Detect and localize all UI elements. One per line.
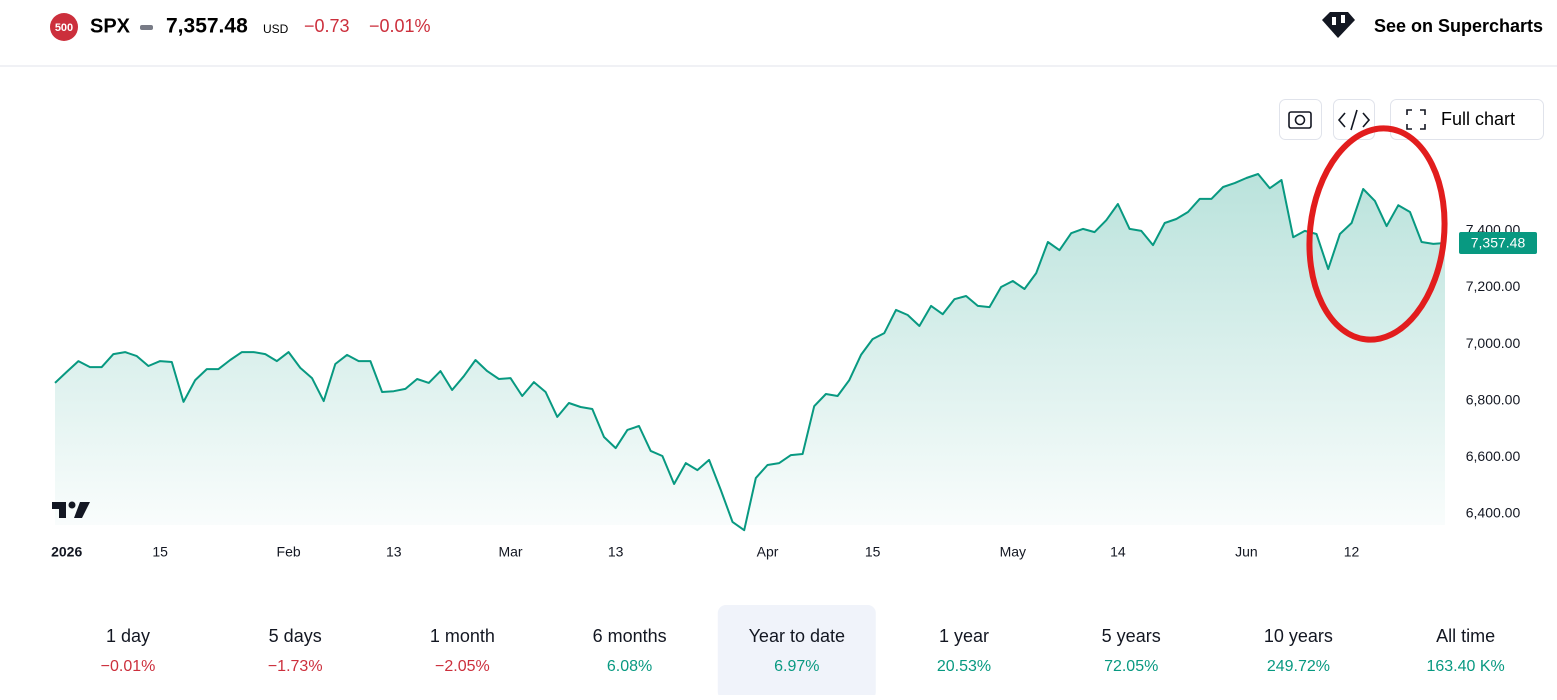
change: −0.73	[304, 16, 350, 36]
last-price-badge	[1459, 231, 1537, 254]
period-bar: 1 day −0.01% 5 days −1.73% 1 month −2.05% 6 mo…	[101, 605, 1505, 700]
snapshot-button[interactable]	[1279, 99, 1322, 140]
y-tick-label: 7,000.00	[1466, 335, 1521, 351]
supercharts-icon	[1322, 12, 1355, 38]
selected-period-bg	[717, 605, 876, 700]
x-tick-label: Jun	[1235, 544, 1258, 560]
period-label[interactable]: 1 day	[106, 626, 150, 646]
y-tick-label: 6,600.00	[1466, 448, 1521, 464]
period-change: 163.40 K%	[1426, 658, 1504, 675]
x-tick-label: 2026	[51, 544, 82, 560]
period-change: −1.73%	[268, 658, 323, 675]
y-tick-label: 7,200.00	[1466, 278, 1521, 294]
period-label[interactable]: All time	[1436, 626, 1495, 646]
separator	[140, 25, 153, 30]
x-tick-label: 15	[152, 544, 168, 560]
period-change: −2.05%	[435, 658, 490, 675]
y-tick-label: 6,400.00	[1466, 505, 1521, 521]
supercharts-link[interactable]: See on Supercharts	[1374, 16, 1543, 36]
x-tick-label: Feb	[277, 544, 301, 560]
period-change: 6.97%	[774, 658, 819, 675]
tradingview-logo	[52, 501, 90, 518]
last-price-label: 7,357.48	[1471, 235, 1526, 251]
period-change: −0.01%	[101, 658, 156, 675]
period-label[interactable]: 10 years	[1264, 626, 1333, 646]
highlight-circle	[1306, 125, 1448, 343]
symbol-logo	[50, 13, 78, 41]
period-label[interactable]: 5 years	[1102, 626, 1161, 646]
x-tick-label: 15	[865, 544, 881, 560]
x-tick-label: 14	[1110, 544, 1126, 560]
price-line	[54, 173, 1446, 532]
period-label[interactable]: Year to date	[749, 626, 845, 646]
change-percent: −0.01%	[369, 16, 431, 36]
period-change: 249.72%	[1267, 658, 1330, 675]
full-chart-label: Full chart	[1441, 109, 1515, 129]
period-label[interactable]: 5 days	[269, 626, 322, 646]
period-change: 20.53%	[937, 658, 991, 675]
x-tick-label: 13	[608, 544, 624, 560]
x-tick-label: 13	[386, 544, 402, 560]
period-label[interactable]: 1 month	[430, 626, 495, 646]
currency: USD	[263, 22, 289, 36]
x-tick-label: 12	[1344, 544, 1360, 560]
area-fill	[55, 174, 1445, 531]
full-chart-button[interactable]: Full chart	[1390, 99, 1544, 140]
x-tick-label: Mar	[498, 544, 522, 560]
x-tick-label: Apr	[757, 544, 779, 560]
period-change: 6.08%	[607, 658, 652, 675]
period-label[interactable]: 6 months	[593, 626, 667, 646]
period-change: 72.05%	[1104, 658, 1158, 675]
x-tick-label: May	[1000, 544, 1026, 560]
period-label[interactable]: 1 year	[939, 626, 989, 646]
y-tick-label: 6,800.00	[1466, 391, 1521, 407]
symbol: SPX	[90, 15, 131, 37]
plot-area: 6,400.00 6,600.00 6,800.00 7,000.00 7,200.00…	[51, 173, 1537, 560]
logo-text: 500	[55, 22, 73, 34]
price: 7,357.48	[166, 15, 248, 38]
